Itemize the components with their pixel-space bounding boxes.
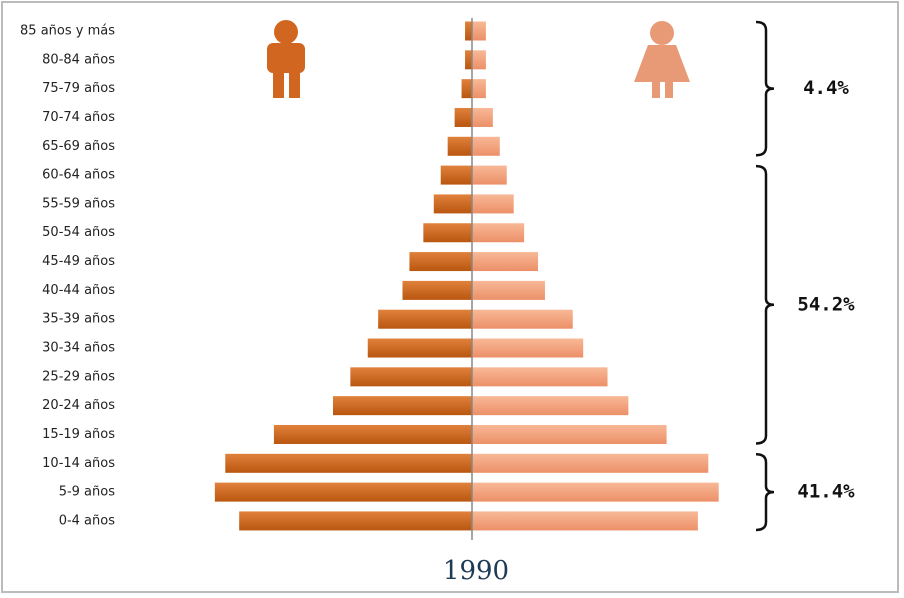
- category-label: 0-4 años: [59, 513, 116, 528]
- male-bar: [433, 194, 472, 214]
- category-label: 75-79 años: [42, 81, 115, 96]
- female-bar: [472, 338, 584, 358]
- male-bar: [367, 338, 472, 358]
- male-bar: [225, 453, 472, 473]
- female-bar: [472, 107, 493, 127]
- male-bar: [465, 21, 472, 41]
- female-bar: [472, 453, 709, 473]
- bracket: [755, 453, 775, 532]
- category-label: 80-84 años: [42, 52, 115, 67]
- male-bar: [402, 280, 472, 300]
- male-icon: [267, 20, 305, 98]
- group-share: 4.4%: [803, 77, 849, 99]
- category-label: 30-34 años: [42, 341, 115, 356]
- female-bar: [472, 280, 545, 300]
- category-label: 60-64 años: [42, 168, 115, 183]
- category-label: 5-9 años: [59, 485, 116, 500]
- category-label: 45-49 años: [42, 254, 115, 269]
- category-label: 40-44 años: [42, 283, 115, 298]
- male-bar: [454, 107, 472, 127]
- female-bar: [472, 424, 667, 444]
- category-label: 20-24 años: [42, 398, 115, 413]
- category-label: 65-69 años: [42, 139, 115, 154]
- category-label: 85 años y más: [20, 24, 115, 39]
- female-bar: [472, 194, 514, 214]
- female-bar: [472, 21, 486, 41]
- category-label: 15-19 años: [42, 427, 115, 442]
- male-bar: [214, 482, 472, 502]
- bracket: [755, 20, 775, 157]
- male-bar: [350, 367, 472, 387]
- group-share: 41.4%: [797, 481, 855, 503]
- female-bar: [472, 367, 608, 387]
- female-bar: [472, 511, 698, 531]
- female-bar: [472, 309, 573, 329]
- female-bar: [472, 396, 629, 416]
- male-bar: [273, 424, 472, 444]
- female-bar: [472, 79, 486, 99]
- male-bar: [423, 223, 472, 243]
- male-bar: [378, 309, 472, 329]
- female-icon: [634, 21, 690, 98]
- category-label: 55-59 años: [42, 196, 115, 211]
- male-bar: [461, 79, 472, 99]
- male-bar: [409, 252, 472, 272]
- category-label: 50-54 años: [42, 225, 115, 240]
- male-bar: [465, 50, 472, 70]
- female-bar: [472, 223, 525, 243]
- bracket: [755, 164, 775, 445]
- category-label: 70-74 años: [42, 110, 115, 125]
- chart-title: 1990: [443, 556, 509, 586]
- female-bar: [472, 50, 486, 70]
- male-bar: [447, 136, 472, 156]
- category-label: 35-39 años: [42, 312, 115, 327]
- female-bar: [472, 136, 500, 156]
- category-label: 10-14 años: [42, 456, 115, 471]
- group-share: 54.2%: [797, 293, 855, 315]
- male-bar: [333, 396, 472, 416]
- male-bar: [440, 165, 472, 185]
- male-bar: [239, 511, 472, 531]
- female-bar: [472, 165, 507, 185]
- female-bar: [472, 252, 539, 272]
- female-bar: [472, 482, 719, 502]
- category-label: 25-29 años: [42, 369, 115, 384]
